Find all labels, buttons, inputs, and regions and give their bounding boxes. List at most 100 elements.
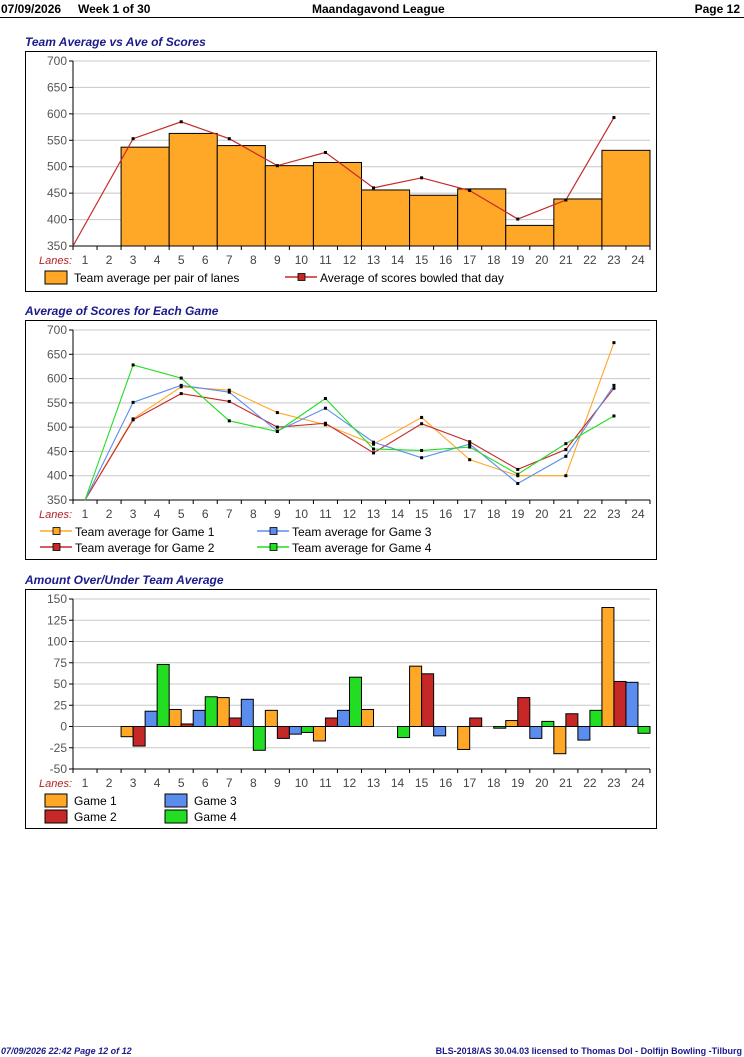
x-tick-label: 22 — [583, 253, 597, 267]
x-tick-label: 13 — [367, 253, 381, 267]
x-tick-label: 3 — [130, 776, 137, 790]
y-tick-label: -50 — [50, 762, 68, 776]
bar — [409, 665, 423, 727]
bar — [553, 726, 567, 755]
x-tick-label: 9 — [274, 253, 281, 267]
data-point — [564, 454, 568, 458]
legend-swatch — [44, 270, 68, 285]
data-point — [323, 396, 327, 400]
y-tick-label: 100 — [47, 635, 67, 649]
x-tick-label: 23 — [607, 507, 621, 521]
data-point — [564, 442, 568, 446]
y-tick-label: 350 — [47, 239, 67, 253]
bar — [156, 663, 170, 727]
bar — [216, 145, 266, 247]
data-point — [372, 451, 376, 455]
data-point — [179, 376, 183, 380]
x-tick-label: 11 — [319, 253, 332, 267]
bar — [336, 709, 350, 727]
bar — [457, 188, 507, 247]
x-tick-label: 16 — [439, 507, 453, 521]
data-point — [612, 383, 616, 387]
x-tick-label: 19 — [511, 507, 525, 521]
data-point — [372, 440, 376, 444]
data-point — [179, 392, 183, 396]
y-tick-label: 650 — [47, 347, 67, 361]
x-tick-label: 23 — [607, 253, 621, 267]
series-line — [84, 342, 615, 501]
page-footer: 07/09/2026 22:42 Page 12 of 12 BLS-2018/… — [0, 1045, 744, 1057]
x-tick-label: 9 — [274, 507, 281, 521]
legend-label: Team average per pair of lanes — [74, 271, 239, 285]
y-tick-label: 350 — [47, 493, 67, 507]
data-point — [564, 198, 568, 202]
y-tick-label: 75 — [54, 656, 68, 670]
data-point — [516, 472, 520, 476]
x-tick-label: 5 — [178, 776, 185, 790]
x-tick-label: 19 — [511, 253, 525, 267]
x-tick-label: 20 — [535, 776, 549, 790]
lanes-axis-label: Lanes: — [39, 509, 72, 521]
bar — [601, 149, 651, 247]
header-week: Week 1 of 30 — [78, 2, 151, 16]
data-point — [275, 164, 279, 168]
x-tick-label: 3 — [130, 253, 137, 267]
y-tick-label: 450 — [47, 444, 67, 458]
legend-marker — [297, 273, 306, 281]
bar — [300, 726, 314, 733]
data-point — [179, 120, 183, 124]
bar — [120, 726, 134, 738]
bar — [264, 165, 314, 247]
y-tick-label: 0 — [60, 720, 67, 734]
bar — [276, 726, 290, 739]
bar — [348, 676, 362, 727]
bar — [324, 717, 338, 727]
data-point — [323, 406, 327, 410]
chart3-title: Amount Over/Under Team Average — [25, 573, 224, 587]
bar — [433, 726, 447, 737]
x-tick-label: 24 — [631, 507, 645, 521]
data-point — [227, 399, 231, 403]
x-tick-label: 4 — [154, 253, 161, 267]
y-tick-label: 700 — [47, 323, 67, 337]
header-date: 07/09/2026 — [1, 2, 62, 16]
bar — [469, 717, 483, 727]
x-tick-label: 24 — [631, 253, 645, 267]
x-tick-label: 10 — [295, 507, 309, 521]
bar — [565, 713, 579, 727]
x-tick-label: 8 — [250, 776, 257, 790]
bar — [589, 709, 603, 727]
bar — [361, 709, 375, 727]
legend-swatch — [164, 809, 188, 824]
data-point — [420, 422, 424, 426]
y-tick-label: 150 — [47, 592, 67, 606]
x-tick-label: 7 — [226, 776, 233, 790]
bar — [361, 189, 411, 247]
bar — [457, 726, 471, 750]
x-tick-label: 24 — [631, 776, 645, 790]
x-tick-label: 8 — [250, 507, 257, 521]
x-tick-label: 13 — [367, 507, 381, 521]
data-point — [468, 440, 472, 444]
chart1-title: Team Average vs Ave of Scores — [25, 35, 206, 49]
data-point — [420, 448, 424, 452]
x-tick-label: 17 — [463, 253, 477, 267]
x-tick-label: 5 — [178, 507, 185, 521]
data-point — [131, 363, 135, 367]
x-tick-label: 1 — [82, 776, 89, 790]
x-tick-label: 1 — [82, 253, 89, 267]
x-tick-label: 1 — [82, 507, 89, 521]
x-tick-label: 2 — [106, 776, 113, 790]
y-tick-label: 550 — [47, 133, 67, 147]
y-tick-label: 450 — [47, 186, 67, 200]
x-tick-label: 17 — [463, 776, 477, 790]
x-tick-label: 15 — [415, 776, 429, 790]
x-tick-label: 19 — [511, 776, 525, 790]
legend-marker — [269, 543, 278, 551]
series-line — [84, 387, 615, 501]
legend-label: Team average for Game 4 — [292, 541, 432, 555]
legend-label: Game 1 — [74, 794, 117, 808]
bar — [517, 697, 531, 727]
